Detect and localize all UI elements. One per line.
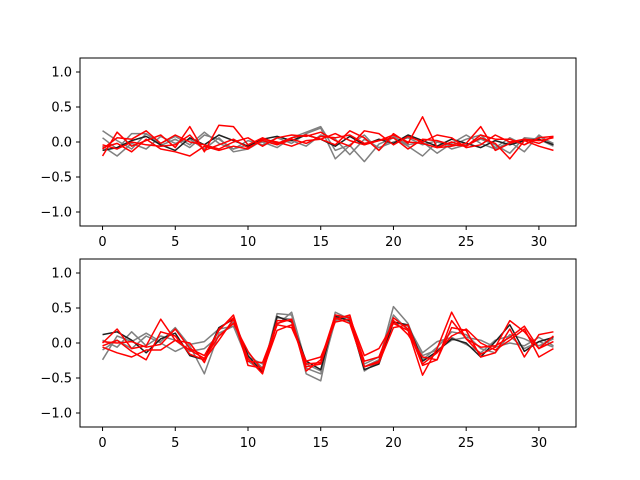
y-tick-label: −0.5 xyxy=(40,372,72,387)
x-tick-label: 10 xyxy=(240,436,257,451)
y-tick-label: 1.0 xyxy=(51,66,72,81)
x-tick-label: 25 xyxy=(458,436,475,451)
x-tick-label: 5 xyxy=(171,436,179,451)
y-tick-label: 0.5 xyxy=(51,101,72,116)
y-tick-label: 0.0 xyxy=(51,337,72,352)
x-tick-label: 25 xyxy=(458,235,475,250)
y-tick-label: 1.0 xyxy=(51,267,72,282)
x-tick-label: 0 xyxy=(98,436,106,451)
x-tick-label: 30 xyxy=(531,436,548,451)
series-line-8 xyxy=(102,132,554,157)
y-tick-label: −0.5 xyxy=(40,171,72,186)
x-tick-label: 15 xyxy=(312,436,329,451)
x-tick-label: 20 xyxy=(385,436,402,451)
x-tick-label: 15 xyxy=(312,235,329,250)
y-tick-label: 0.5 xyxy=(51,302,72,317)
series-group xyxy=(101,305,554,382)
y-tick-label: −1.0 xyxy=(40,206,72,221)
y-tick-label: 0.0 xyxy=(51,136,72,151)
bottom-subplot: 0 5 10 15 20 25 30 −1.0 −0.5 0.0 0.5 1.0 xyxy=(40,258,577,451)
x-tick-label: 0 xyxy=(98,235,106,250)
y-tick-label: −1.0 xyxy=(40,407,72,422)
x-tick-label: 30 xyxy=(531,235,548,250)
series-line-5 xyxy=(101,116,554,157)
series-line-8 xyxy=(102,317,554,372)
series-group xyxy=(101,116,554,163)
x-tick-label: 20 xyxy=(385,235,402,250)
x-tick-label: 10 xyxy=(240,235,257,250)
x-tick-label: 5 xyxy=(171,235,179,250)
series-line-2 xyxy=(102,125,554,154)
top-subplot: 0 5 10 15 20 25 30 −1.0 −0.5 0.0 0.5 1.0 xyxy=(40,57,577,250)
